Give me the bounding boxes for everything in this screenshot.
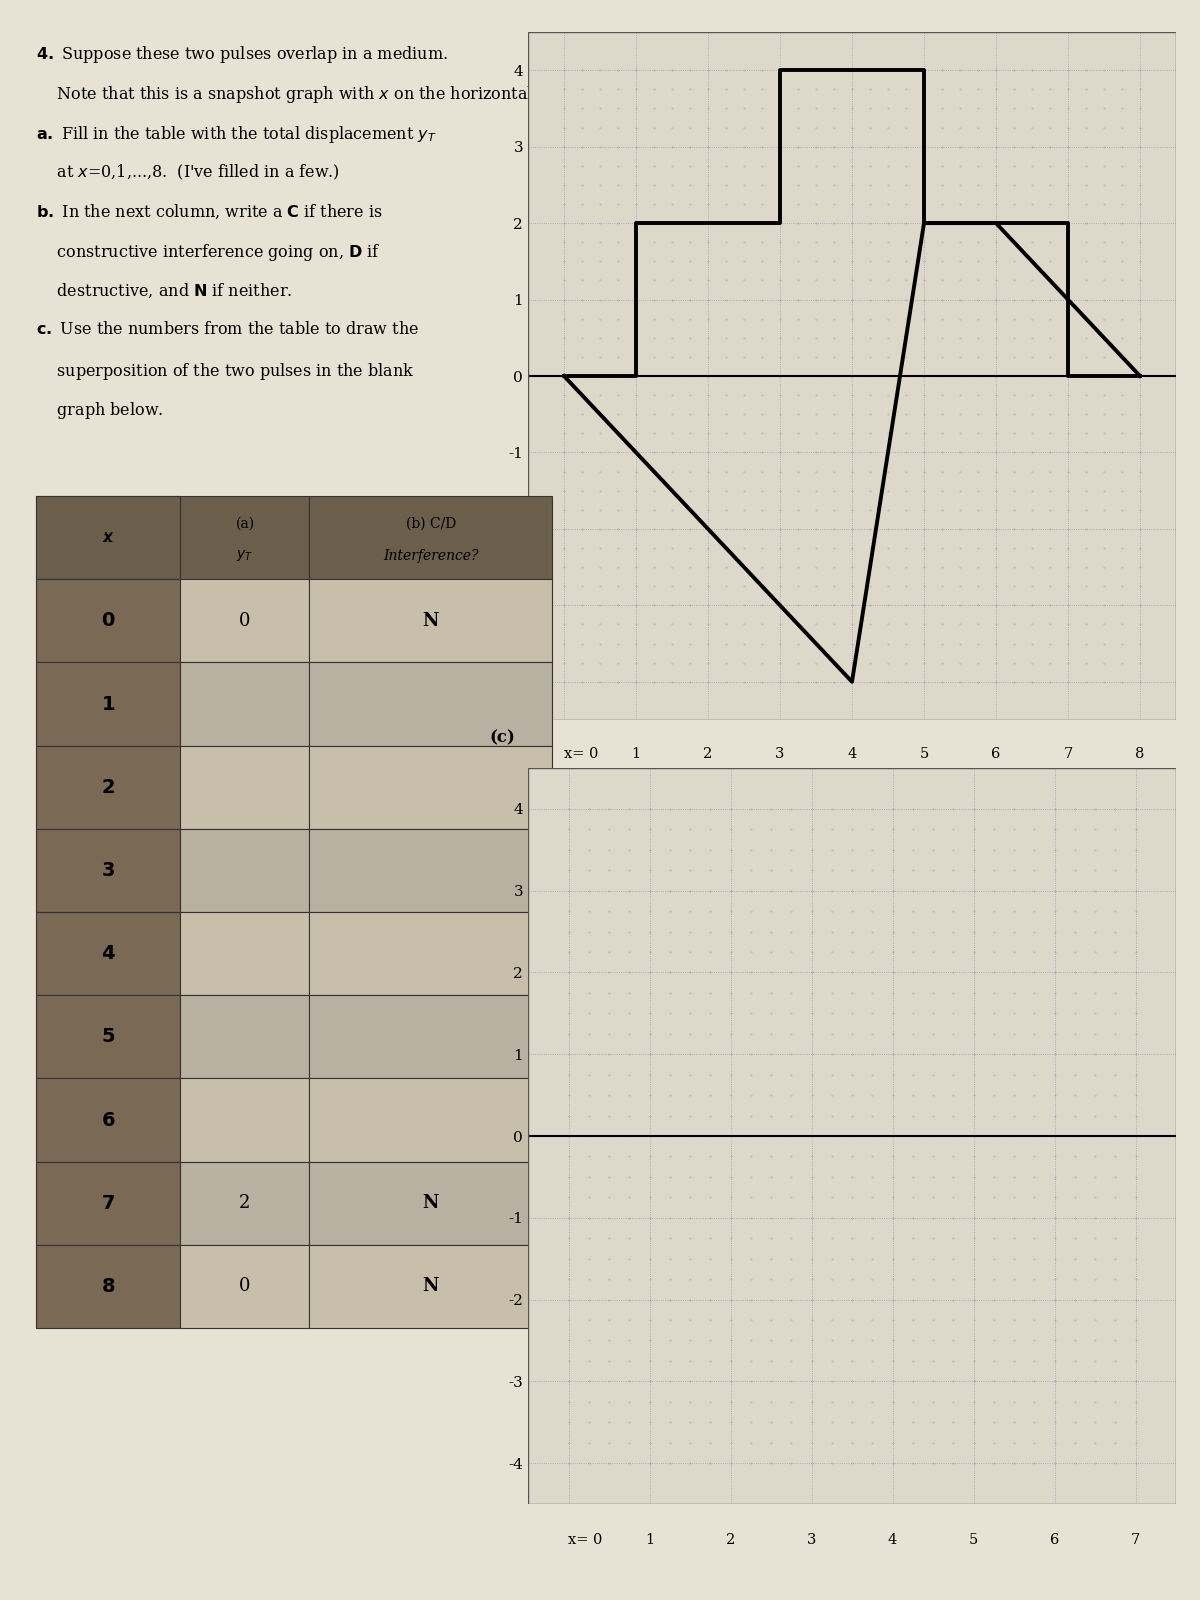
Text: $y_T$: $y_T$	[236, 549, 253, 563]
Text: N: N	[422, 1277, 439, 1296]
Bar	[180, 496, 310, 579]
Text: 3: 3	[775, 747, 785, 760]
Text: $\mathbf{c.}$ Use the numbers from the table to draw the: $\mathbf{c.}$ Use the numbers from the t…	[36, 322, 419, 338]
Text: Interference?: Interference?	[383, 549, 479, 563]
Text: $\quad$ constructive interference going on, $\mathbf{D}$ if: $\quad$ constructive interference going …	[36, 242, 380, 262]
Bar	[36, 662, 180, 746]
Bar	[310, 829, 552, 912]
Bar	[310, 579, 552, 662]
Text: 8: 8	[102, 1277, 115, 1296]
Text: 2: 2	[239, 1194, 251, 1213]
Text: x: x	[104, 531, 113, 544]
Text: x: x	[104, 531, 113, 544]
Text: 4: 4	[888, 1533, 898, 1547]
Text: 2: 2	[102, 778, 115, 797]
Bar	[310, 1078, 552, 1162]
Text: 1: 1	[102, 694, 115, 714]
Text: x= 0: x= 0	[569, 1533, 602, 1547]
Text: 6: 6	[991, 747, 1001, 760]
Bar	[180, 746, 310, 829]
Text: 0: 0	[239, 611, 251, 630]
Bar	[36, 579, 180, 662]
Text: 1: 1	[644, 1533, 654, 1547]
Text: $x$: $x$	[102, 530, 114, 546]
Bar	[36, 995, 180, 1078]
Text: 1: 1	[631, 747, 641, 760]
Bar	[310, 1162, 552, 1245]
Bar	[36, 746, 180, 829]
Bar	[180, 1162, 310, 1245]
Text: $\quad$ superposition of the two pulses in the blank: $\quad$ superposition of the two pulses …	[36, 360, 415, 382]
Bar	[36, 1162, 180, 1245]
Bar	[180, 1245, 310, 1328]
Bar	[36, 1078, 180, 1162]
Bar	[36, 829, 180, 912]
Text: 6: 6	[102, 1110, 115, 1130]
Bar	[36, 496, 180, 579]
Bar	[36, 496, 180, 579]
Bar	[180, 829, 310, 912]
Bar	[310, 746, 552, 829]
Text: 0: 0	[102, 611, 115, 630]
Bar	[310, 995, 552, 1078]
Text: 4: 4	[102, 944, 115, 963]
Text: N: N	[422, 1194, 439, 1213]
Text: 5: 5	[919, 747, 929, 760]
Bar	[310, 912, 552, 995]
Text: (b) C/D: (b) C/D	[406, 517, 456, 531]
Bar	[310, 662, 552, 746]
Bar	[310, 496, 552, 579]
Bar	[180, 912, 310, 995]
Bar	[180, 1078, 310, 1162]
Text: (c): (c)	[490, 730, 515, 746]
Text: 3: 3	[806, 1533, 816, 1547]
Text: 4: 4	[847, 747, 857, 760]
Text: 8: 8	[1135, 747, 1145, 760]
Bar	[180, 579, 310, 662]
Text: $\quad$ at $x$=0,1,...,8.  (I've filled in a few.): $\quad$ at $x$=0,1,...,8. (I've filled i…	[36, 163, 340, 182]
Text: 2: 2	[726, 1533, 736, 1547]
Bar	[36, 1245, 180, 1328]
Text: $\quad$ Note that this is a snapshot graph with $x$ on the horizontal axis.: $\quad$ Note that this is a snapshot gra…	[36, 83, 575, 106]
Text: 2: 2	[703, 747, 713, 760]
Text: 7: 7	[1063, 747, 1073, 760]
Text: 5: 5	[968, 1533, 978, 1547]
Text: 7: 7	[102, 1194, 115, 1213]
Bar	[36, 912, 180, 995]
Text: 3: 3	[102, 861, 115, 880]
Text: 7: 7	[1130, 1533, 1140, 1547]
Text: 5: 5	[102, 1027, 115, 1046]
Text: 6: 6	[1050, 1533, 1060, 1547]
Text: $\quad$ graph below.: $\quad$ graph below.	[36, 400, 163, 421]
Text: $\mathbf{4.}$ Suppose these two pulses overlap in a medium.: $\mathbf{4.}$ Suppose these two pulses o…	[36, 45, 448, 66]
Text: $\mathbf{a.}$ Fill in the table with the total displacement $y_T$: $\mathbf{a.}$ Fill in the table with the…	[36, 123, 437, 144]
Text: (a): (a)	[235, 517, 254, 531]
Bar	[180, 995, 310, 1078]
Text: x= 0: x= 0	[564, 747, 599, 760]
Bar	[310, 1245, 552, 1328]
Text: $\mathbf{b.}$ In the next column, write a $\mathbf{C}$ if there is: $\mathbf{b.}$ In the next column, write …	[36, 203, 383, 221]
Text: 0: 0	[239, 1277, 251, 1296]
Bar	[180, 662, 310, 746]
Text: N: N	[422, 611, 439, 630]
Text: $\quad$ destructive, and $\mathbf{N}$ if neither.: $\quad$ destructive, and $\mathbf{N}$ if…	[36, 282, 293, 299]
